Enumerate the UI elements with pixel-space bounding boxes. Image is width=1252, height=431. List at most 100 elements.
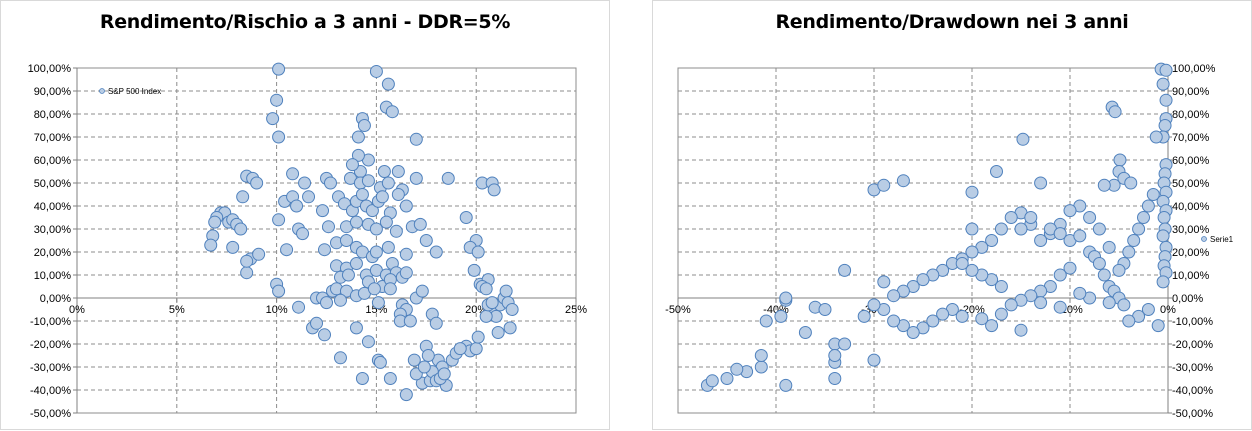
data-point (467, 263, 481, 277)
data-point (916, 273, 930, 287)
y-tick-label: 20,00% (1172, 247, 1210, 259)
data-point (208, 215, 222, 229)
data-point (252, 247, 266, 261)
data-point (798, 326, 812, 339)
data-point (896, 174, 910, 188)
data-point (318, 243, 332, 257)
data-point (429, 245, 443, 259)
data-point (361, 335, 375, 349)
data-point (877, 275, 891, 289)
chart-title: Rendimento/Drawdown nei 3 anni (775, 11, 1129, 33)
data-point (272, 213, 286, 227)
data-point (1034, 296, 1048, 310)
data-point (965, 185, 979, 199)
data-point (1124, 176, 1138, 190)
data-point (774, 309, 788, 323)
data-point (499, 284, 513, 298)
data-point (417, 360, 431, 374)
data-point (828, 372, 842, 385)
data-point (321, 220, 335, 234)
data-point (867, 353, 881, 367)
data-point (867, 298, 881, 312)
data-point (975, 312, 989, 326)
data-point (877, 178, 891, 192)
data-point (1132, 222, 1146, 236)
data-point (399, 199, 413, 213)
y-tick-label: -50,00% (1172, 408, 1213, 420)
data-point (419, 234, 433, 247)
legend-marker (99, 88, 105, 94)
data-point (292, 300, 306, 314)
data-point (1092, 257, 1106, 270)
legend-label: Serie1 (1210, 235, 1234, 244)
y-tick-label: -10,00% (30, 316, 71, 328)
data-point (339, 234, 353, 247)
data-point (887, 289, 901, 303)
data-point (1112, 263, 1126, 277)
y-tick-label: 60,00% (1172, 155, 1210, 167)
data-point (965, 222, 979, 236)
data-point (298, 176, 312, 190)
data-point (469, 342, 483, 356)
y-tick-label: -10,00% (1172, 316, 1213, 328)
scatter-plot-drawdown: -50%-40%-30%-20%-10%0%100,00%90,00%80,00… (665, 62, 1234, 420)
data-point (369, 245, 383, 259)
data-point (1141, 199, 1155, 213)
data-point (349, 257, 363, 270)
data-point (345, 158, 359, 172)
scatter-plot-risk: 0% 5% 10% 15% 20% 25%100,00%90,00%80,00%70,00… (28, 62, 587, 420)
data-point (1097, 178, 1111, 192)
data-point (429, 316, 443, 330)
data-point (779, 378, 793, 392)
data-point (994, 307, 1008, 321)
data-point (1034, 176, 1048, 190)
data-point (759, 314, 773, 328)
data-point (754, 349, 768, 362)
data-point (318, 328, 332, 342)
data-point (389, 224, 403, 238)
data-point (453, 342, 467, 356)
data-point (965, 245, 979, 259)
x-tick-label: 25% (565, 304, 587, 316)
data-point (383, 372, 397, 385)
data-point (379, 215, 393, 229)
data-point (705, 374, 719, 388)
data-point (367, 282, 381, 296)
y-tick-label: 40,00% (34, 201, 72, 213)
data-point (985, 319, 999, 333)
data-point (266, 112, 280, 126)
data-point (357, 119, 371, 132)
data-point (505, 303, 519, 316)
data-point (955, 257, 969, 270)
data-point (965, 263, 979, 277)
data-point (371, 296, 385, 310)
data-point (240, 266, 254, 280)
data-point (361, 174, 375, 188)
data-point (272, 62, 286, 76)
data-point (1073, 286, 1087, 300)
plot-area (677, 67, 1169, 414)
legend-marker (1201, 236, 1207, 242)
plot-area (76, 67, 577, 414)
data-point (1151, 319, 1165, 333)
data-point (234, 222, 248, 236)
data-point (415, 284, 429, 298)
data-point (1014, 323, 1028, 337)
data-point (1063, 261, 1077, 275)
data-point (280, 243, 294, 257)
x-tick-label: 5% (169, 304, 185, 316)
chart-panel-drawdown-return: Rendimento/Drawdown nei 3 anni -50% -40% -… (652, 0, 1252, 430)
data-point (403, 314, 417, 328)
data-point (437, 367, 451, 381)
data-point (1016, 132, 1030, 146)
data-point (391, 188, 405, 201)
data-point (994, 222, 1008, 236)
y-tick-label: 50,00% (34, 178, 72, 190)
data-point (373, 355, 387, 369)
data-point (1156, 275, 1170, 289)
data-point (838, 337, 852, 351)
y-tick-label: -40,00% (1172, 385, 1213, 397)
data-point (381, 77, 395, 91)
data-point (1092, 222, 1106, 236)
data-point (1108, 105, 1122, 119)
